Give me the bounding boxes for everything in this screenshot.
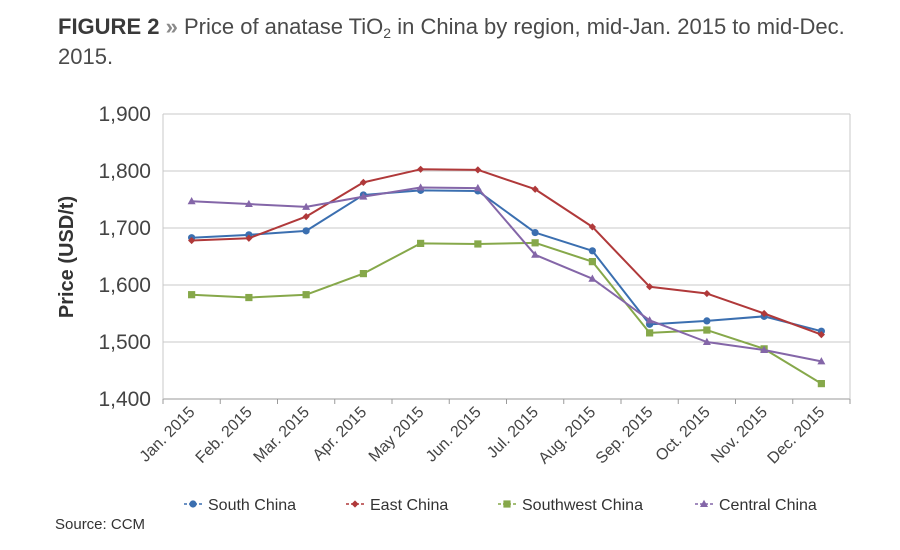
data-point: [302, 213, 310, 221]
x-tick-label: Nov. 2015: [708, 404, 771, 467]
data-point: [817, 380, 825, 388]
data-point: [703, 317, 711, 325]
x-tick-label: Aug. 2015: [536, 404, 600, 468]
series-east-china: [188, 165, 825, 339]
legend-label: South China: [208, 497, 296, 514]
data-point: [417, 165, 425, 173]
data-point: [588, 258, 596, 266]
x-tick-label: Apr. 2015: [310, 404, 371, 465]
data-point: [531, 185, 539, 193]
legend: South China East China Southwest China Cent…: [184, 497, 817, 514]
title-subscript: 2: [383, 25, 392, 41]
data-point: [588, 274, 597, 282]
data-point: [817, 357, 826, 365]
legend-marker: [351, 500, 359, 508]
x-tick-label: Sep. 2015: [593, 404, 657, 468]
x-tick-label: Jul. 2015: [484, 404, 542, 462]
gridlines: [162, 113, 851, 404]
data-point: [531, 239, 539, 247]
title-text: Price of anatase TiO2 in China by region…: [58, 14, 845, 69]
data-point: [645, 316, 654, 324]
series-line: [191, 241, 822, 385]
chart-title: FIGURE 2 » Price of anatase TiO2 in Chin…: [58, 12, 858, 72]
x-tick-label: Feb. 2015: [193, 404, 256, 467]
x-tick-label: Dec. 2015: [765, 404, 829, 468]
data-point: [302, 227, 310, 235]
data-point: [417, 239, 425, 247]
data-point: [703, 289, 711, 298]
y-tick-label: 1,700: [98, 217, 151, 240]
data-point: [359, 270, 367, 278]
data-point: [703, 326, 711, 334]
data-point: [302, 291, 310, 299]
data-point: [244, 199, 253, 208]
series-south-china: [188, 186, 825, 335]
data-point: [646, 283, 654, 291]
series-group: [187, 165, 826, 388]
y-tick-label: 1,500: [98, 331, 151, 354]
x-tick-label: Jun. 2015: [423, 404, 485, 466]
legend-marker: [503, 500, 511, 508]
data-point: [188, 291, 196, 299]
data-point: [359, 192, 368, 200]
data-point: [245, 293, 253, 302]
data-point: [187, 197, 196, 205]
data-point: [588, 247, 596, 255]
legend-entry: East China: [346, 497, 448, 514]
series-central-china: [187, 183, 826, 365]
data-point: [531, 250, 540, 258]
y-tick-label: 1,400: [98, 388, 151, 411]
data-point: [359, 178, 367, 186]
legend-label: Central China: [719, 497, 817, 514]
data-point: [416, 183, 425, 191]
data-point: [531, 228, 539, 237]
y-tick-label: 1,600: [98, 274, 151, 297]
data-point: [245, 234, 253, 242]
series-line: [191, 186, 822, 363]
legend-entry: Central China: [695, 497, 817, 514]
series-line: [191, 189, 822, 333]
y-axis-ticks: 1,400 1,500 1,600 1,700 1,800 1,900: [98, 103, 151, 411]
data-point: [760, 345, 769, 353]
legend-marker: [189, 500, 197, 508]
legend-label: East China: [370, 497, 448, 514]
data-point: [760, 309, 768, 318]
x-tick-label: Jan. 2015: [137, 404, 199, 466]
y-tick-label: 1,800: [98, 160, 151, 183]
data-point: [817, 330, 825, 339]
legend-entry: Southwest China: [498, 497, 643, 514]
data-point: [646, 329, 654, 337]
y-tick-label: 1,900: [98, 103, 151, 126]
x-tick-label: Oct. 2015: [653, 404, 714, 465]
series-southwest-china: [188, 239, 825, 388]
data-point: [473, 183, 482, 192]
title-separator: »: [165, 14, 178, 39]
legend-label: Southwest China: [522, 497, 643, 514]
title-text-end: in China by region, mid-Jan. 2015 to mid…: [58, 14, 845, 69]
legend-entry: South China: [184, 497, 296, 514]
data-point: [474, 240, 482, 248]
data-point: [188, 236, 196, 245]
series-line: [191, 168, 822, 336]
x-tick-label: May 2015: [366, 404, 428, 466]
title-text-start: Price of anatase TiO: [183, 14, 384, 39]
data-point: [588, 223, 596, 231]
data-point: [302, 202, 311, 210]
data-point: [474, 166, 482, 174]
data-point: [702, 337, 711, 345]
y-axis-label: Price (USD/t): [56, 196, 78, 318]
source-note: Source: CCM: [55, 516, 146, 533]
legend-marker: [700, 499, 708, 507]
figure-label: FIGURE 2: [58, 14, 160, 39]
x-tick-label: Mar. 2015: [251, 404, 313, 466]
